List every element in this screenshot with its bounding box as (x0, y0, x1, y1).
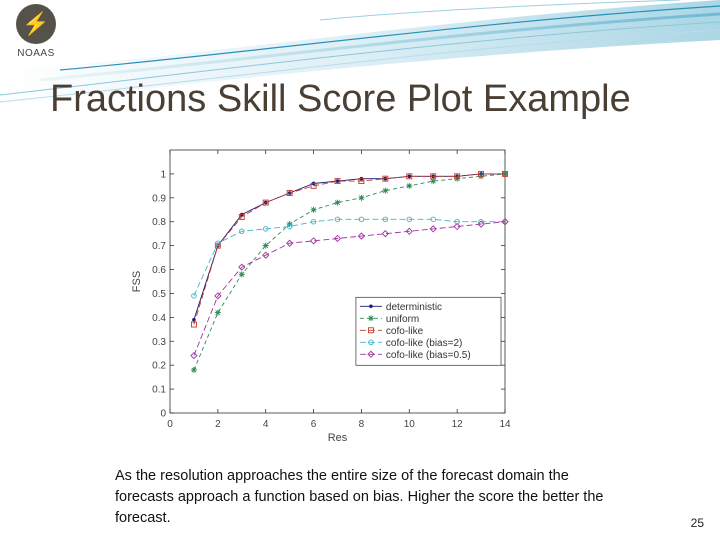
data-point (368, 339, 374, 346)
data-point (406, 182, 413, 189)
y-tick-label: 0.5 (152, 289, 166, 300)
x-tick-label: 6 (311, 419, 317, 430)
y-tick-label: 0.8 (152, 217, 166, 228)
series-line (193, 221, 506, 356)
x-tick-label: 4 (263, 419, 269, 430)
data-point (262, 199, 269, 206)
data-point (358, 194, 365, 201)
data-point (453, 222, 461, 231)
data-point (262, 251, 270, 259)
data-point (309, 237, 318, 245)
data-point (286, 190, 293, 196)
x-axis-label: Res (328, 432, 348, 444)
data-point (382, 187, 389, 194)
data-point (238, 271, 245, 278)
slide-caption: As the resolution approaches the entire … (115, 468, 604, 526)
x-tick-label: 10 (404, 419, 416, 430)
legend-label: cofo-like (bias=2) (386, 338, 462, 349)
x-tick-label: 8 (359, 419, 365, 430)
legend-label: deterministic (386, 302, 442, 313)
data-point (357, 232, 366, 240)
data-point (262, 242, 269, 249)
y-tick-label: 0 (160, 409, 166, 420)
data-point (262, 226, 269, 232)
series-line (193, 218, 505, 296)
logo-circle (16, 4, 56, 44)
legend-label: cofo-like (bias=0.5) (386, 350, 471, 361)
lightning-icon: ⚡ (22, 11, 50, 36)
y-tick-label: 0.2 (152, 361, 166, 372)
data-point (358, 178, 365, 185)
y-tick-label: 0.9 (152, 193, 166, 204)
data-point (191, 293, 197, 299)
data-point (382, 175, 389, 182)
y-tick-label: 0.4 (152, 313, 166, 324)
data-point (502, 170, 508, 177)
data-point (369, 304, 373, 309)
data-point (382, 216, 389, 223)
data-point (367, 327, 374, 334)
data-point (239, 228, 245, 235)
noaa-logo: ⚡ NOAAS (12, 4, 60, 66)
data-point (381, 230, 389, 238)
data-point (310, 182, 317, 189)
legend-label: cofo-like (386, 326, 424, 337)
plot-frame (169, 149, 506, 414)
page-number: 25 (690, 516, 704, 530)
series-line (193, 173, 505, 325)
data-point (367, 350, 375, 358)
data-point (430, 216, 436, 223)
data-point (430, 173, 437, 180)
x-tick-label: 0 (167, 419, 173, 430)
fss-chart: 0 2 4 6 8 10 12 14 0 0.1 0.2 0.3 0.4 0.5 0.6 0.7 0.8 0.9 1… (131, 149, 511, 444)
data-point (477, 220, 485, 228)
data-point (310, 218, 317, 225)
data-point (405, 227, 413, 235)
data-point (406, 173, 413, 180)
data-point (501, 218, 509, 226)
series-line (193, 173, 506, 371)
y-tick-label: 0.6 (152, 265, 166, 276)
data-point (454, 173, 461, 180)
data-point (334, 216, 341, 223)
data-point (478, 170, 485, 177)
x-tick-label: 12 (452, 419, 464, 430)
data-point (335, 179, 340, 183)
series-cofo-like-bias-0-5- (190, 218, 509, 360)
data-point (430, 178, 437, 185)
data-point (334, 199, 341, 206)
data-point (367, 315, 374, 322)
data-point (358, 216, 365, 223)
x-tick-label: 2 (215, 419, 221, 430)
header-banner (0, 0, 720, 105)
y-tick-label: 0.3 (152, 337, 166, 348)
data-point (333, 234, 342, 243)
data-point (286, 223, 293, 230)
data-point (407, 174, 412, 179)
data-point (429, 225, 437, 233)
data-point (214, 292, 222, 300)
x-tick-label: 14 (499, 419, 511, 430)
data-point (406, 216, 413, 223)
data-point (215, 240, 221, 246)
legend-label: uniform (386, 314, 419, 325)
series-cofo-like (190, 170, 508, 328)
data-point (310, 206, 317, 213)
data-point (238, 263, 246, 271)
data-point (214, 309, 221, 316)
y-tick-label: 1 (160, 169, 166, 180)
slide-title: Fractions Skill Score Plot Example (50, 78, 631, 120)
data-point (190, 366, 197, 373)
y-tick-label: 0.1 (152, 385, 166, 396)
y-tick-label: 0.7 (152, 241, 166, 252)
series-cofo-like-bias-2- (191, 216, 508, 299)
y-axis-label: FSS (131, 271, 143, 292)
data-point (238, 213, 245, 220)
data-point (190, 321, 197, 328)
data-point (190, 351, 198, 360)
data-point (286, 239, 294, 247)
logo-text: NOAAS (17, 48, 55, 59)
data-point (334, 178, 341, 185)
